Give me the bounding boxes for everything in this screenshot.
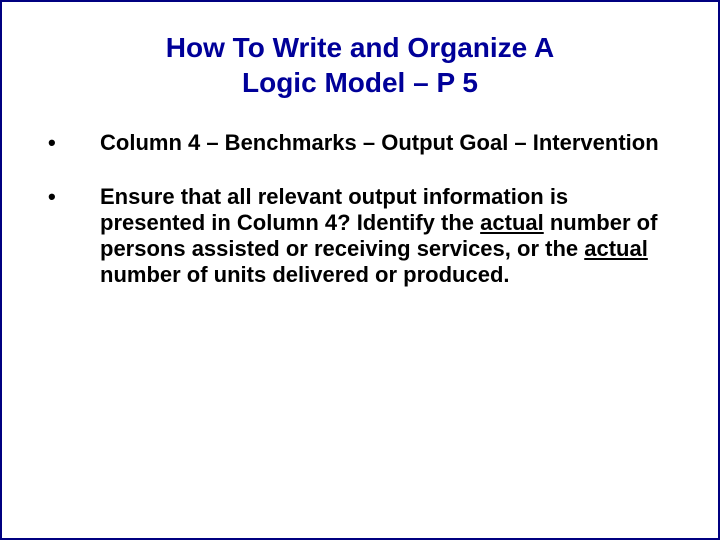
bullet-text: Ensure that all relevant output informat… (100, 184, 678, 288)
list-item: • Ensure that all relevant output inform… (42, 184, 678, 288)
bullet-dot-icon: • (42, 184, 100, 210)
list-item: • Column 4 – Benchmarks – Output Goal – … (42, 130, 678, 156)
bullet-text: Column 4 – Benchmarks – Output Goal – In… (100, 130, 678, 156)
text-segment: Column 4 – Benchmarks – Output Goal – In… (100, 130, 659, 155)
underlined-text: actual (480, 210, 544, 235)
text-segment: number of units delivered or produced. (100, 262, 510, 287)
title-line-2: Logic Model – P 5 (242, 67, 478, 98)
bullet-dot-icon: • (42, 130, 100, 156)
title-line-1: How To Write and Organize A (166, 32, 554, 63)
underlined-text: actual (584, 236, 648, 261)
bullet-list: • Column 4 – Benchmarks – Output Goal – … (42, 130, 678, 288)
slide-frame: How To Write and Organize A Logic Model … (0, 0, 720, 540)
slide-title: How To Write and Organize A Logic Model … (62, 30, 658, 100)
